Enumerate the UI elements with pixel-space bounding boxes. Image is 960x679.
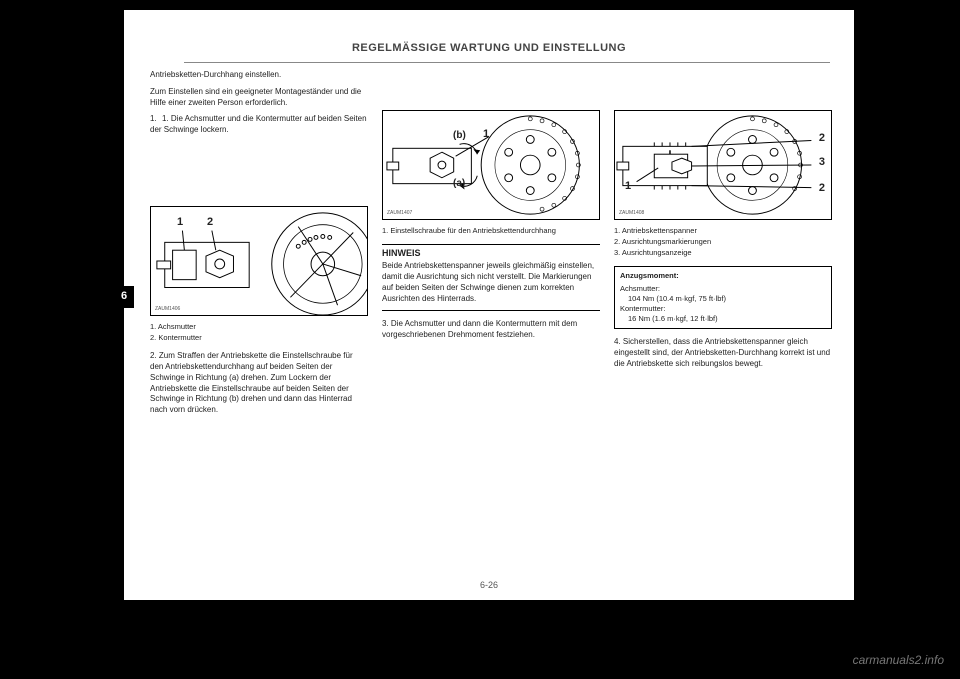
col1-intro-1: Antriebsketten-Durchhang einstellen. (150, 70, 368, 81)
fig3-captions: 1. Antriebskettenspanner 2. Ausrichtungs… (614, 226, 832, 258)
col1-step-2: 2. Zum Straffen der Antriebskette die Ei… (150, 351, 368, 416)
fig3-label-2a: 2 (819, 131, 825, 146)
hinweis-label: HINWEIS (382, 247, 600, 259)
chapter-number: 6 (121, 290, 127, 302)
fig3-label-3: 3 (819, 155, 825, 170)
figure-1-svg (151, 207, 367, 315)
page-header: REGELMÄSSIGE WARTUNG UND EINSTELLUNG (124, 42, 854, 54)
fig3-cap-2: 2. Ausrichtungsmarkierungen (614, 237, 832, 247)
column-layout: Antriebsketten-Durchhang einstellen. Zum… (150, 70, 832, 570)
header-rule (184, 62, 830, 63)
torque-spec-box: Anzugsmoment: Achsmutter: 104 Nm (10.4 m… (614, 266, 832, 329)
torque-line-3: Kontermutter: (620, 304, 826, 314)
torque-line-1: Achsmutter: (620, 284, 826, 294)
fig2-captions: 1. Einstellschraube für den Antriebskett… (382, 226, 600, 236)
fig3-cap-1: 1. Antriebskettenspanner (614, 226, 832, 236)
torque-line-4: 16 Nm (1.6 m·kgf, 12 ft·lbf) (620, 314, 826, 324)
fig1-id: ZAUM1406 (155, 306, 180, 313)
column-3: 1 2 3 2 ZAUM1408 1. Antriebskettenspanne… (614, 70, 832, 570)
figure-3-svg (615, 111, 831, 219)
fig3-id: ZAUM1408 (619, 210, 644, 217)
col2-step-3: 3. Die Achsmutter und dann die Kontermut… (382, 319, 600, 341)
figure-2-svg (383, 111, 599, 219)
col1-step-1: 1.1. Die Achsmutter und die Kontermutter… (150, 114, 368, 136)
hinweis-top-rule (382, 244, 600, 245)
watermark: carmanuals2.info (853, 653, 944, 667)
fig1-captions: 1. Achsmutter 2. Kontermutter (150, 322, 368, 343)
column-2: (b) 1 (a) ZAUM1407 1. Einstellschraube f… (382, 70, 600, 570)
torque-line-2: 104 Nm (10.4 m·kgf, 75 ft·lbf) (620, 294, 826, 304)
figure-2: (b) 1 (a) ZAUM1407 (382, 110, 600, 220)
hinweis-bottom-rule (382, 310, 600, 311)
fig2-cap-1: 1. Einstellschraube für den Antriebskett… (382, 226, 600, 236)
fig1-label-1: 1 (177, 215, 183, 230)
hinweis-text: Beide Antriebskettenspanner jeweils glei… (382, 261, 600, 304)
torque-title: Anzugsmoment: (620, 271, 826, 281)
fig3-cap-3: 3. Ausrichtungsanzeige (614, 248, 832, 258)
chapter-tab: 6 (116, 286, 134, 308)
fig2-id: ZAUM1407 (387, 210, 412, 217)
fig1-label-2: 2 (207, 215, 213, 230)
fig2-label-a: (a) (453, 177, 465, 191)
col1-intro-2: Zum Einstellen sind ein geeigneter Monta… (150, 87, 368, 109)
fig3-label-2b: 2 (819, 181, 825, 196)
column-1: Antriebsketten-Durchhang einstellen. Zum… (150, 70, 368, 570)
fig2-label-b: (b) (453, 129, 466, 143)
fig1-cap-1: 1. Achsmutter (150, 322, 368, 332)
fig3-label-1: 1 (625, 179, 631, 194)
page-number: 6-26 (124, 580, 854, 590)
fig1-cap-2: 2. Kontermutter (150, 333, 368, 343)
col3-step-4: 4. Sicherstellen, dass die Antriebskette… (614, 337, 832, 369)
manual-page: REGELMÄSSIGE WARTUNG UND EINSTELLUNG 6 A… (124, 10, 854, 600)
figure-3: 1 2 3 2 ZAUM1408 (614, 110, 832, 220)
fig2-label-1: 1 (483, 127, 489, 142)
col1-step-1-text: 1. Die Achsmutter und die Kontermutter a… (150, 114, 367, 134)
figure-1: 1 2 ZAUM1406 (150, 206, 368, 316)
